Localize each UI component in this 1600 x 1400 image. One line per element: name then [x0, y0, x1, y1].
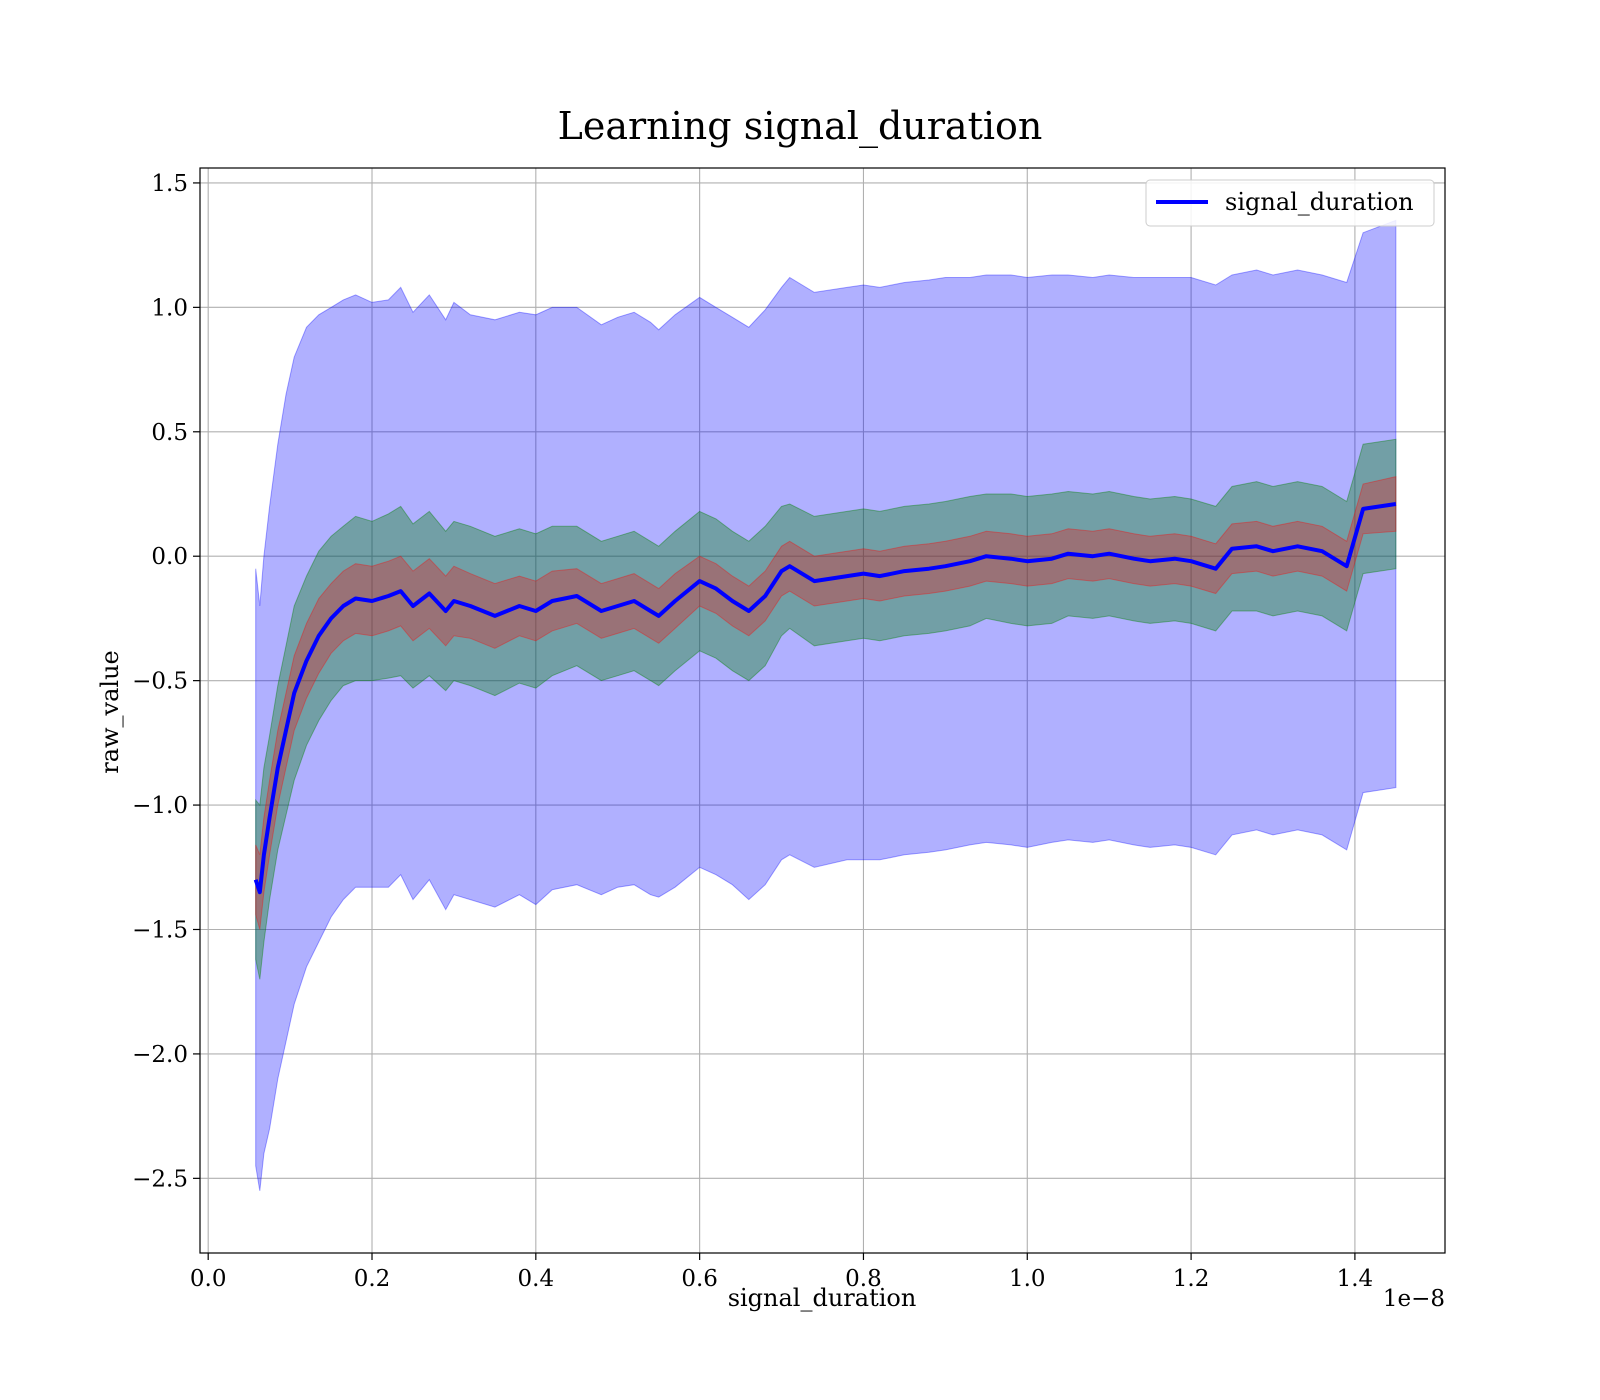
y-tick-label: 0.0 [151, 544, 188, 570]
series-lines [253, 502, 1397, 895]
y-tick-label: −2.0 [132, 1042, 188, 1068]
x-tick-label: 0.8 [845, 1266, 882, 1292]
confidence-bands [255, 219, 1397, 1191]
chart-title: Learning signal_duration [558, 104, 1043, 149]
x-tick-label: 0.0 [190, 1266, 227, 1292]
y-tick-label: −1.5 [132, 917, 188, 943]
x-tick-label: 1.2 [1173, 1266, 1210, 1292]
x-axis-offset-text: 1e−8 [1383, 1286, 1445, 1312]
x-tick-label: 1.0 [1009, 1266, 1046, 1292]
y-axis-label: raw_value [96, 650, 124, 774]
x-tick-label: 0.6 [681, 1266, 718, 1292]
legend: signal_duration [1145, 179, 1435, 227]
x-axis-ticks: 0.0 0.2 0.4 0.6 0.8 1.0 1.2 1.4 [190, 1253, 1373, 1292]
series-line-signal-duration [253, 502, 1397, 895]
x-tick-label: 1.4 [1337, 1266, 1374, 1292]
y-tick-label: −1.0 [132, 793, 188, 819]
y-tick-label: −0.5 [132, 669, 188, 695]
legend-box [1145, 179, 1435, 227]
x-tick-label: 0.4 [518, 1266, 555, 1292]
y-axis-ticks: 1.5 1.0 0.5 0.0 −0.5 −1.0 −1.5 −2.0 −2.5 [132, 171, 200, 1192]
y-tick-label: 1.0 [151, 295, 188, 321]
grid-lines [200, 168, 1445, 1253]
x-axis-label: signal_duration [728, 1284, 917, 1312]
outer-band [255, 219, 1397, 1191]
legend-label: signal_duration [1225, 188, 1414, 216]
y-tick-label: −2.5 [132, 1166, 188, 1192]
y-tick-label: 1.5 [151, 171, 188, 197]
middle-band [255, 438, 1397, 980]
y-tick-label: 0.5 [151, 420, 188, 446]
plot-frame [199, 167, 1446, 1254]
x-tick-label: 0.2 [354, 1266, 391, 1292]
inner-band [255, 475, 1397, 930]
